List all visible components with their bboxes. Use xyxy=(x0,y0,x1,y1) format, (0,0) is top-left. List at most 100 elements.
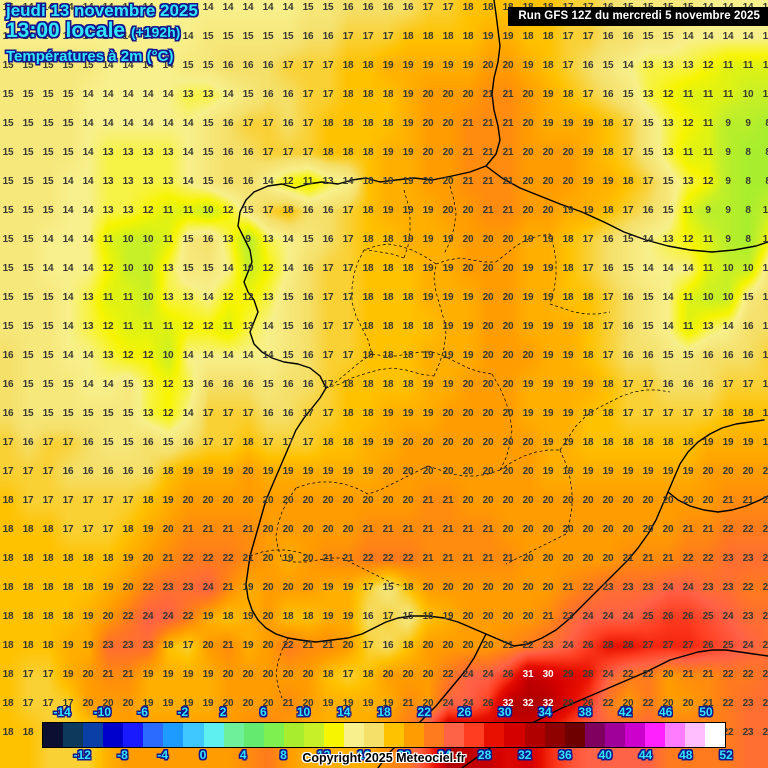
grid-temperature-value: 21 xyxy=(382,524,394,535)
grid-temperature-value: 17 xyxy=(42,437,54,448)
grid-temperature-value: 17 xyxy=(602,292,614,303)
grid-temperature-value: 20 xyxy=(482,350,494,361)
grid-temperature-value: 21 xyxy=(762,495,768,506)
grid-temperature-value: 20 xyxy=(422,698,434,709)
grid-temperature-value: 15 xyxy=(282,31,294,42)
grid-temperature-value: 19 xyxy=(342,466,354,477)
grid-temperature-value: 16 xyxy=(222,147,234,158)
grid-temperature-value: 20 xyxy=(462,495,474,506)
grid-temperature-value: 17 xyxy=(202,437,214,448)
grid-temperature-value: 11 xyxy=(122,292,134,303)
grid-temperature-value: 14 xyxy=(62,350,74,361)
grid-temperature-value: 20 xyxy=(482,60,494,71)
grid-temperature-value: 13 xyxy=(322,176,334,187)
grid-temperature-value: 16 xyxy=(222,176,234,187)
grid-temperature-value: 14 xyxy=(182,31,194,42)
grid-temperature-value: 15 xyxy=(762,263,768,274)
grid-temperature-value: 17 xyxy=(642,379,654,390)
grid-temperature-value: 12 xyxy=(762,234,768,245)
grid-temperature-value: 21 xyxy=(482,553,494,564)
grid-temperature-value: 18 xyxy=(2,553,14,564)
grid-temperature-value: 16 xyxy=(262,60,274,71)
grid-temperature-value: 19 xyxy=(342,611,354,622)
grid-temperature-value: 19 xyxy=(202,466,214,477)
grid-temperature-value: 17 xyxy=(122,495,134,506)
grid-temperature-value: 17 xyxy=(242,408,254,419)
grid-temperature-value: 10 xyxy=(722,292,734,303)
grid-temperature-value: 19 xyxy=(422,234,434,245)
color-scale-swatch xyxy=(464,723,485,747)
grid-temperature-value: 13 xyxy=(142,408,154,419)
grid-temperature-value: 12 xyxy=(142,205,154,216)
grid-temperature-value: 14 xyxy=(642,234,654,245)
color-scale-bar[interactable] xyxy=(42,722,726,748)
grid-temperature-value: 22 xyxy=(622,669,634,680)
grid-temperature-value: 18 xyxy=(762,408,768,419)
grid-temperature-value: 27 xyxy=(662,640,674,651)
grid-temperature-value: 20 xyxy=(262,495,274,506)
grid-temperature-value: 14 xyxy=(242,2,254,13)
grid-temperature-value: 21 xyxy=(222,582,234,593)
grid-temperature-value: 20 xyxy=(642,524,654,535)
grid-temperature-value: 18 xyxy=(322,669,334,680)
grid-temperature-value: 17 xyxy=(342,292,354,303)
grid-temperature-value: 17 xyxy=(362,31,374,42)
grid-temperature-value: 10 xyxy=(742,263,754,274)
grid-temperature-value: 14 xyxy=(102,60,114,71)
grid-temperature-value: 16 xyxy=(262,89,274,100)
grid-temperature-value: 15 xyxy=(2,89,14,100)
grid-temperature-value: 19 xyxy=(622,466,634,477)
grid-temperature-value: 15 xyxy=(2,176,14,187)
grid-temperature-value: 15 xyxy=(122,379,134,390)
grid-temperature-value: 19 xyxy=(562,437,574,448)
grid-temperature-value: 14 xyxy=(262,350,274,361)
grid-temperature-value: 11 xyxy=(682,89,694,100)
grid-temperature-value: 18 xyxy=(362,118,374,129)
grid-temperature-value: 21 xyxy=(702,524,714,535)
grid-temperature-value: 20 xyxy=(122,698,134,709)
grid-temperature-value: 17 xyxy=(602,321,614,332)
grid-temperature-value: 19 xyxy=(642,466,654,477)
grid-temperature-value: 20 xyxy=(702,495,714,506)
grid-temperature-value: 21 xyxy=(362,524,374,535)
grid-temperature-value: 19 xyxy=(602,176,614,187)
grid-temperature-value: 18 xyxy=(362,379,374,390)
grid-temperature-value: 13 xyxy=(682,176,694,187)
grid-temperature-value: 15 xyxy=(22,292,34,303)
grid-temperature-value: 21 xyxy=(462,176,474,187)
grid-temperature-value: 20 xyxy=(562,495,574,506)
grid-temperature-value: 15 xyxy=(42,118,54,129)
grid-temperature-value: 16 xyxy=(742,321,754,332)
grid-temperature-value: 20 xyxy=(602,495,614,506)
grid-temperature-value: 17 xyxy=(302,118,314,129)
grid-temperature-value: 20 xyxy=(482,640,494,651)
grid-temperature-value: 14 xyxy=(662,263,674,274)
grid-temperature-value: 15 xyxy=(62,89,74,100)
grid-temperature-value: 15 xyxy=(662,31,674,42)
grid-temperature-value: 24 xyxy=(442,698,454,709)
grid-temperature-value: 23 xyxy=(182,582,194,593)
grid-temperature-value: 20 xyxy=(502,466,514,477)
grid-temperature-value: 21 xyxy=(442,524,454,535)
grid-temperature-value: 15 xyxy=(62,118,74,129)
grid-temperature-value: 15 xyxy=(182,60,194,71)
grid-temperature-value: 15 xyxy=(42,350,54,361)
grid-temperature-value: 19 xyxy=(162,495,174,506)
grid-temperature-value: 14 xyxy=(182,350,194,361)
grid-temperature-value: 18 xyxy=(382,234,394,245)
grid-temperature-value: 22 xyxy=(522,640,534,651)
grid-temperature-value: 14 xyxy=(142,31,154,42)
grid-temperature-value: 14 xyxy=(122,2,134,13)
grid-temperature-value: 17 xyxy=(62,698,74,709)
grid-temperature-value: 10 xyxy=(702,292,714,303)
grid-temperature-value: 20 xyxy=(502,292,514,303)
grid-temperature-value: 19 xyxy=(182,466,194,477)
grid-temperature-value: 17 xyxy=(382,611,394,622)
grid-temperature-value: 8 xyxy=(745,176,751,187)
grid-temperature-value: 17 xyxy=(442,2,454,13)
grid-temperature-value: 18 xyxy=(362,408,374,419)
grid-temperature-value: 20 xyxy=(562,176,574,187)
grid-temperature-value: 19 xyxy=(522,292,534,303)
grid-temperature-value: 21 xyxy=(282,698,294,709)
grid-temperature-value: 21 xyxy=(722,495,734,506)
